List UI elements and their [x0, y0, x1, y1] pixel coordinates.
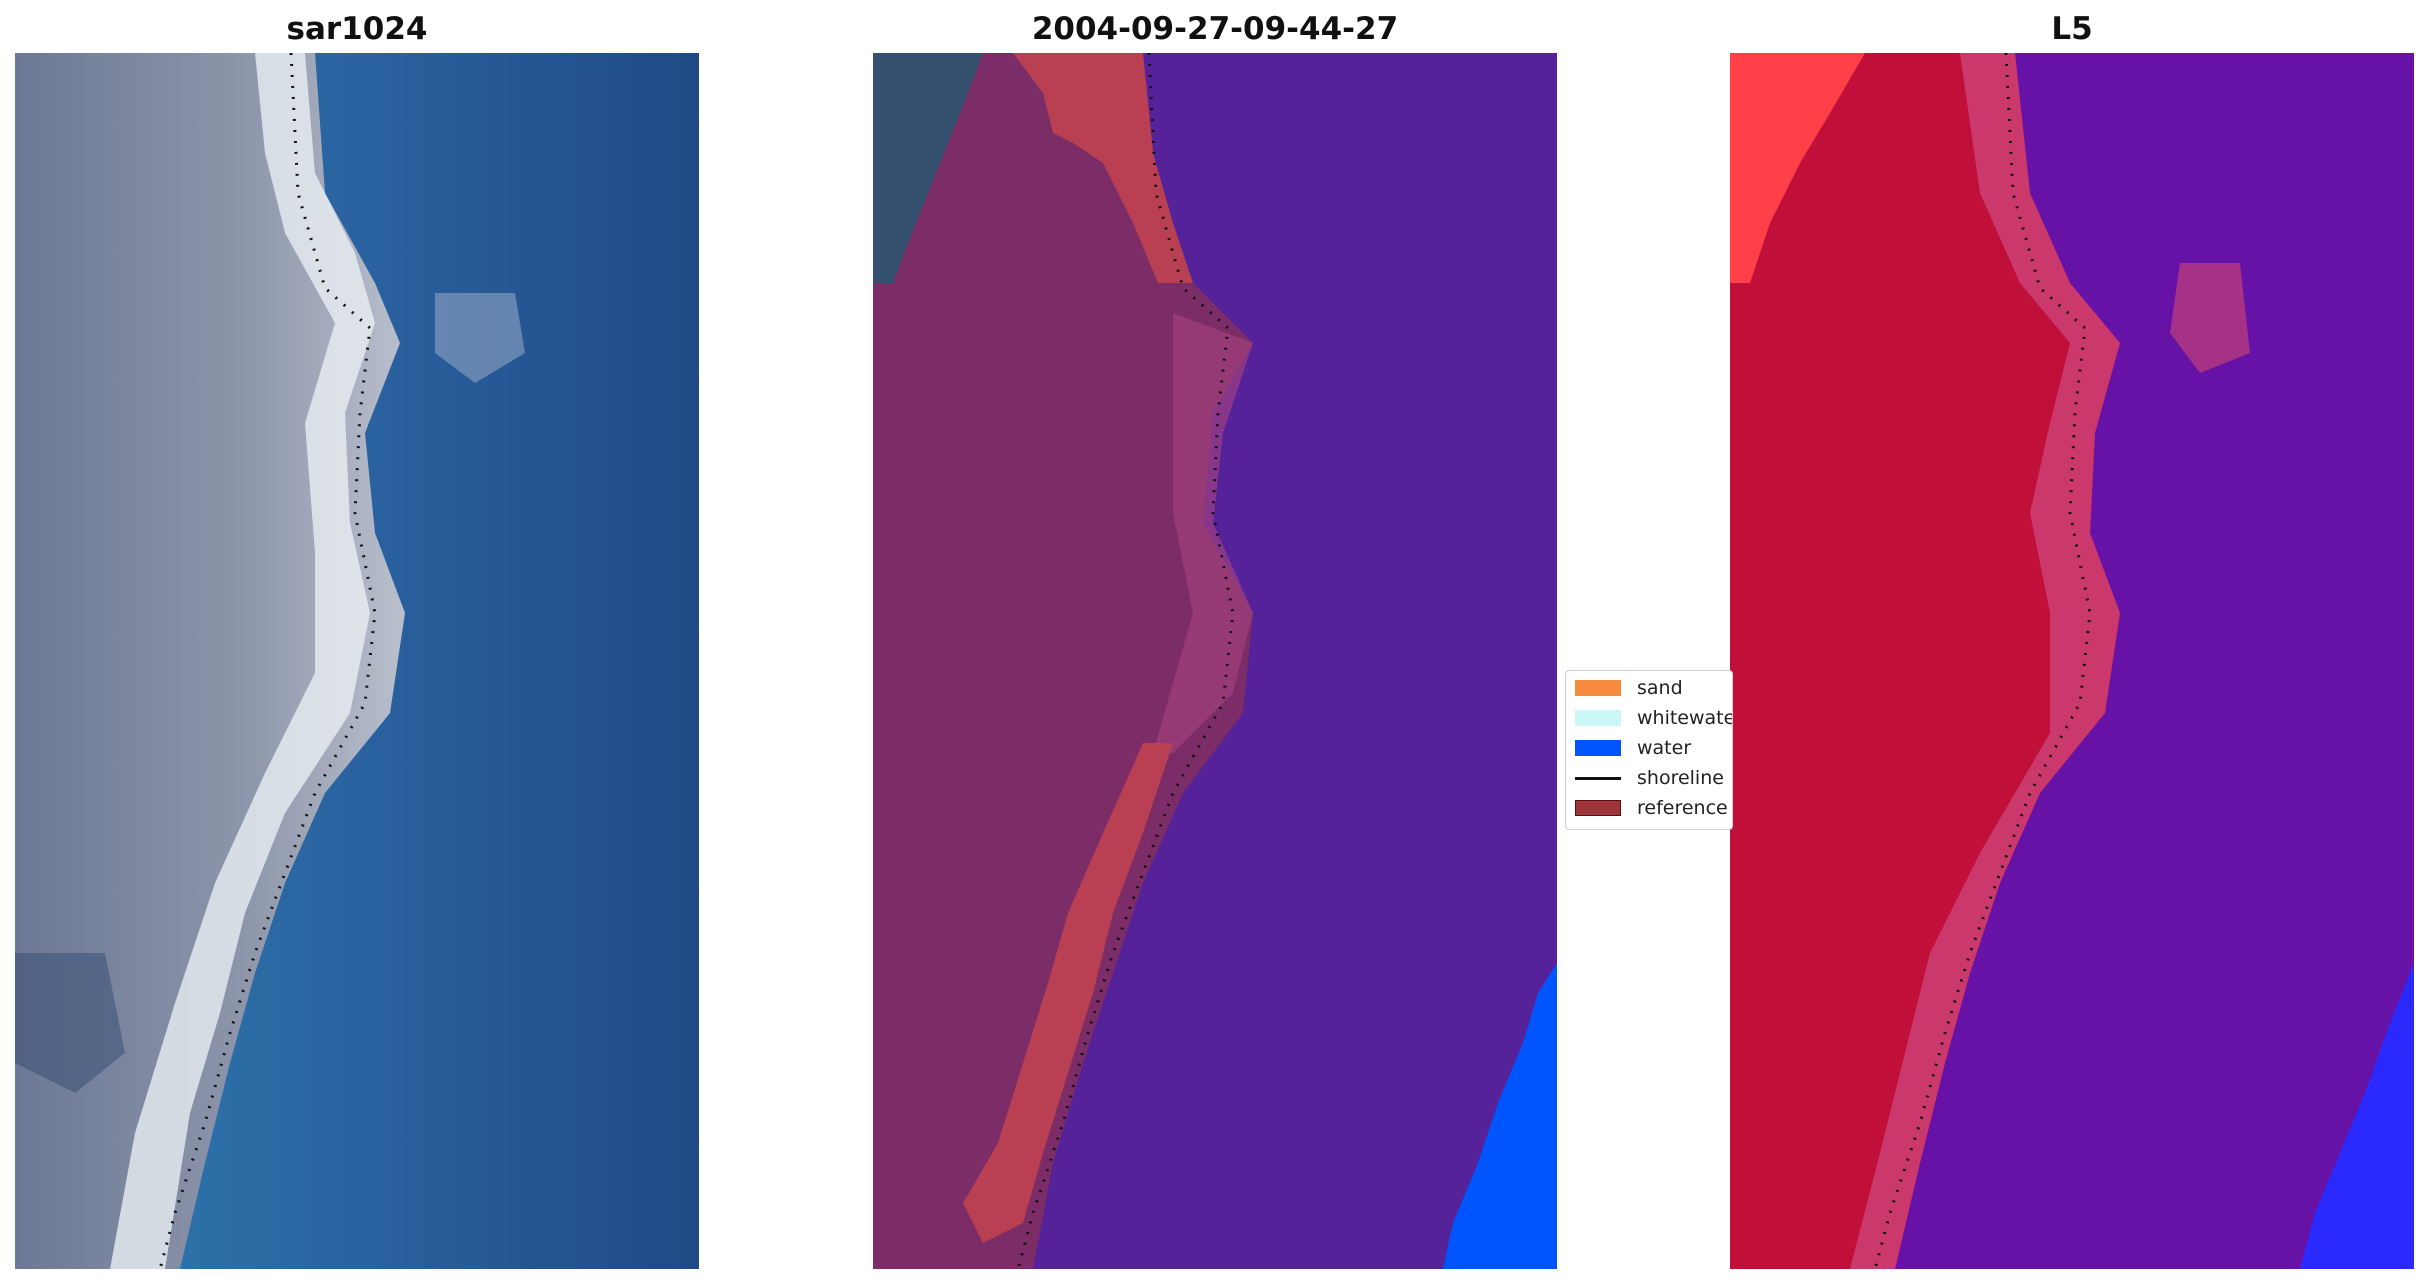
legend-item-sand: sand: [1575, 675, 1683, 701]
legend-item-whitewater: whitewater: [1575, 705, 1733, 731]
legend-label-sand: sand: [1637, 677, 1683, 699]
water-swatch: [1575, 740, 1621, 756]
shoreline-line-swatch: [1575, 776, 1621, 780]
legend-item-water: water: [1575, 735, 1691, 761]
legend-item-shoreline: shoreline: [1575, 765, 1724, 791]
rgb-image: [15, 53, 699, 1269]
panel-title-l5: L5: [2051, 11, 2093, 47]
panel-title-sar1024: sar1024: [286, 11, 428, 47]
index-image: [1730, 53, 2414, 1269]
legend: sand whitewater water shoreline referenc…: [1565, 670, 1733, 830]
legend-label-shoreline: shoreline: [1637, 767, 1724, 789]
legend-item-reference: reference: [1575, 795, 1728, 821]
sand-swatch: [1575, 680, 1621, 696]
legend-label-water: water: [1637, 737, 1692, 759]
rgb-image-panel: [15, 53, 699, 1269]
legend-label-whitewater: whitewater: [1637, 707, 1733, 729]
legend-label-reference: reference: [1637, 797, 1728, 819]
classified-image: [873, 53, 1557, 1269]
classified-image-panel: [873, 53, 1557, 1269]
whitewater-swatch: [1575, 710, 1621, 726]
index-image-panel: [1730, 53, 2414, 1269]
panel-title-date: 2004-09-27-09-44-27: [1031, 11, 1399, 47]
reference-swatch: [1575, 800, 1621, 816]
